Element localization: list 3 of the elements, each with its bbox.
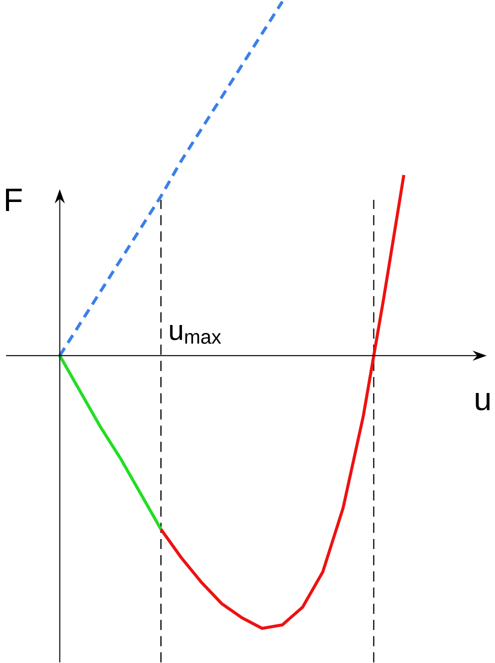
- y-axis-title: F: [6, 188, 22, 211]
- annotation: u$_{max}$: [170, 324, 222, 344]
- x-axis-title: u: [476, 393, 490, 410]
